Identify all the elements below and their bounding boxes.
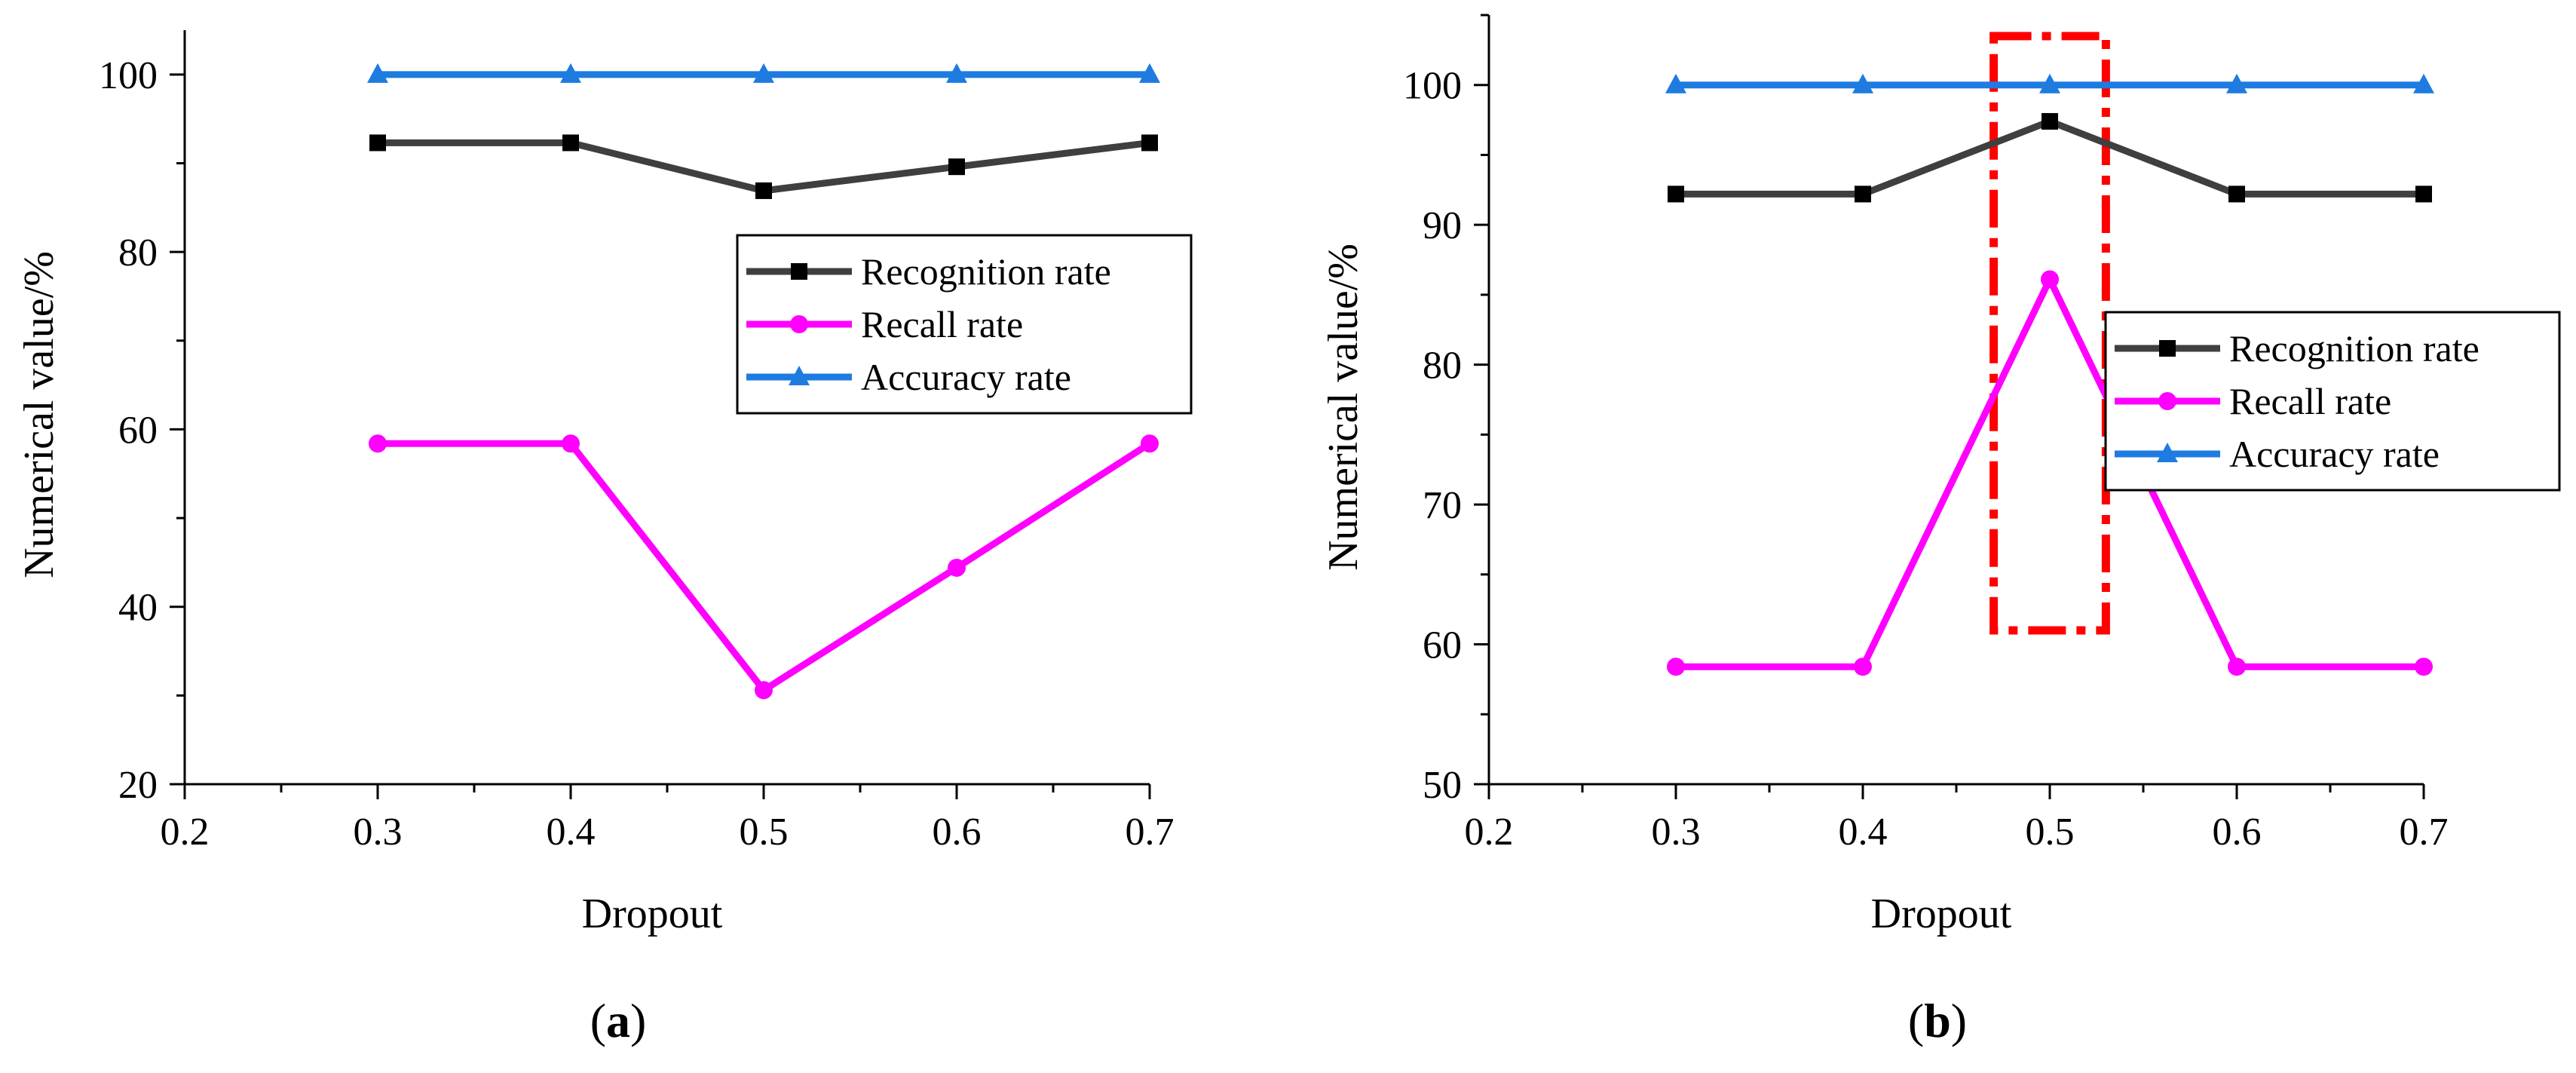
data-point-recall [2228, 658, 2246, 676]
data-point-accuracy [1852, 73, 1873, 94]
x-tick-label: 0.6 [2213, 811, 2262, 854]
series-line-recall [378, 440, 1152, 695]
data-point-recognition [1855, 185, 1871, 203]
data-point-recognition [369, 134, 386, 152]
legend-label-accuracy: Accuracy rate [2229, 433, 2440, 475]
y-tick-label: 20 [118, 764, 158, 807]
legend-marker-recognition [791, 263, 807, 280]
panel-label: (a) [590, 994, 647, 1047]
x-tick-label: 0.3 [354, 811, 403, 854]
y-axis-title: Numerical value/% [1320, 244, 1367, 571]
panel-label-letter: a [606, 994, 630, 1047]
panel-label: (b) [1908, 994, 1967, 1047]
data-point-recognition [1141, 134, 1158, 152]
data-point-recognition [948, 158, 965, 176]
data-point-recognition [2228, 185, 2245, 203]
data-point-accuracy [367, 63, 388, 83]
x-axis-title: Dropout [1871, 891, 2012, 937]
x-tick-label: 0.3 [1652, 811, 1701, 854]
data-point-recall [1141, 434, 1159, 453]
x-tick-label: 0.6 [933, 811, 982, 854]
data-point-accuracy [560, 63, 581, 83]
legend-label-accuracy: Accuracy rate [861, 356, 1071, 398]
x-tick-label: 0.4 [547, 811, 596, 854]
legend-marker-recall [2158, 392, 2176, 410]
data-point-recall [1854, 658, 1872, 676]
legend-marker-accuracy [2157, 443, 2178, 462]
x-tick-label: 0.4 [1839, 811, 1888, 854]
data-point-accuracy [2039, 73, 2060, 94]
y-tick-label: 80 [118, 231, 158, 274]
legend-label-recognition: Recognition rate [861, 250, 1111, 293]
panel-label-letter: b [1924, 994, 1951, 1047]
y-tick-label: 100 [1403, 65, 1462, 108]
x-tick-label: 0.2 [161, 811, 210, 854]
legend-marker-accuracy [789, 366, 810, 385]
legend-marker-recall [790, 315, 808, 333]
data-point-recognition [2042, 112, 2058, 130]
legend: Recognition rate Recall rate Accuracy rate [736, 234, 1193, 415]
legend-marker-recognition [2159, 340, 2176, 357]
data-point-accuracy [753, 63, 774, 83]
y-tick-label: 60 [118, 409, 158, 452]
panel-label-close: ) [1951, 994, 1967, 1047]
data-point-accuracy [1139, 63, 1160, 83]
data-point-accuracy [1665, 73, 1686, 94]
data-point-recognition [1668, 185, 1684, 203]
data-point-recall [2041, 270, 2059, 289]
panel-label-close: ) [630, 994, 646, 1047]
series-line-recognition [1676, 118, 2424, 198]
x-tick-label: 0.5 [740, 811, 789, 854]
x-axis-title: Dropout [582, 891, 723, 937]
y-tick-label: 90 [1423, 204, 1462, 247]
data-point-accuracy [946, 63, 967, 83]
data-point-recognition [755, 182, 772, 199]
chart-panel-b: 0.2 0.3 0.4 0.5 0.6 0.7 50 60 70 80 90 100 Dropout Nu… [1320, 14, 2561, 1047]
legend-label-recall: Recall rate [2229, 380, 2391, 422]
data-point-accuracy [2226, 73, 2247, 94]
data-point-recall [755, 681, 773, 700]
y-tick-label: 60 [1423, 624, 1462, 667]
y-tick-label: 50 [1423, 764, 1462, 807]
legend-label-recognition: Recognition rate [2229, 327, 2480, 369]
data-point-recall [948, 558, 966, 577]
x-tick-label: 0.7 [2400, 811, 2449, 854]
data-point-recognition [562, 134, 579, 152]
data-point-recall [369, 434, 387, 453]
panel-label-open: ( [1908, 994, 1924, 1047]
data-point-recall [2415, 658, 2433, 676]
x-tick-label: 0.7 [1126, 811, 1175, 854]
chart-panel-a: 0.2 0.3 0.4 0.5 0.6 0.7 20 40 60 80 100 Dropout Nume… [16, 30, 1193, 1047]
y-tick-label: 70 [1423, 484, 1462, 527]
x-tick-label: 0.5 [2026, 811, 2075, 854]
x-tick-label: 0.2 [1465, 811, 1514, 854]
data-point-recognition [2415, 185, 2432, 203]
y-tick-label: 80 [1423, 345, 1462, 388]
legend: Recognition rate Recall rate Accuracy rate [2104, 311, 2561, 492]
y-axis-title: Numerical value/% [16, 251, 63, 578]
panel-label-open: ( [590, 994, 606, 1047]
y-tick-label: 100 [99, 54, 158, 97]
data-point-accuracy [2413, 73, 2434, 94]
data-point-recall [1667, 658, 1685, 676]
y-tick-label: 40 [118, 587, 158, 630]
data-point-recall [562, 434, 580, 453]
legend-label-recall: Recall rate [861, 303, 1023, 345]
